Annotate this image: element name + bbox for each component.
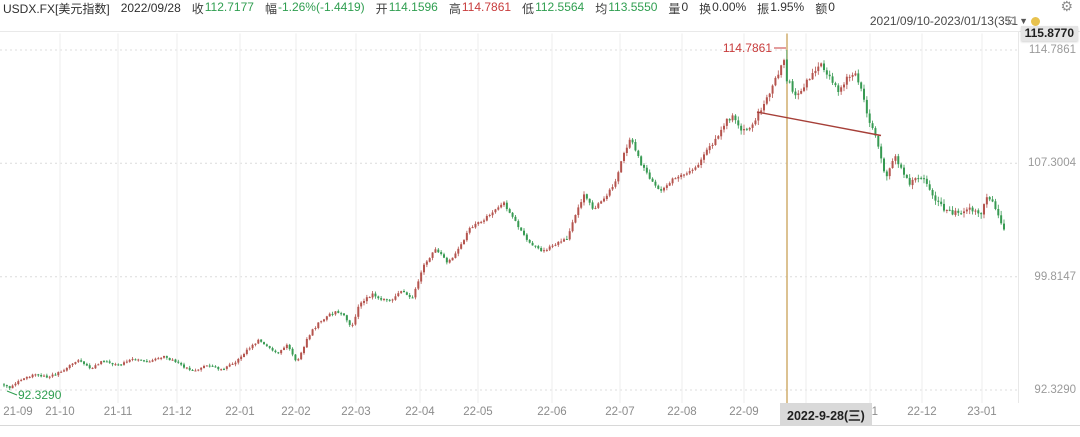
x-axis-tick: 22-06	[537, 406, 567, 418]
caret-down-icon[interactable]: ▼	[1019, 16, 1028, 26]
x-axis-tick: 22-12	[907, 406, 937, 418]
y-axis-label: 92.3290	[1034, 383, 1076, 396]
y-axis-edge-label: 115.8770	[1020, 26, 1078, 41]
gridlines	[0, 33, 1018, 403]
quote-field-高: 高 114.7861	[448, 0, 512, 16]
y-axis-label: 114.7861	[1028, 44, 1076, 56]
y-axis-label: 107.3004	[1028, 157, 1076, 170]
quote-date: 2022/09/28	[120, 1, 181, 15]
gear-icon[interactable]: ⚙	[1060, 0, 1073, 14]
quote-field-振: 振 1.95%	[757, 0, 805, 16]
x-axis-tick: 22-08	[667, 406, 697, 418]
y-axis-label: 99.8147	[1034, 270, 1076, 283]
x-axis-tick: 21-09	[3, 406, 33, 418]
trendline[interactable]	[756, 111, 882, 137]
x-axis-tick: 22-09	[729, 406, 759, 418]
bottom-divider	[0, 425, 1080, 426]
window-icon[interactable]: ⊡	[1006, 15, 1017, 27]
x-axis-tick: 23-01	[967, 406, 997, 418]
x-axis-tick: 22-05	[463, 406, 493, 418]
chart-top-border	[0, 31, 1080, 32]
high-annotation: 114.7861	[722, 41, 772, 55]
lock-icon[interactable]	[1031, 17, 1040, 26]
symbol-label: USDX.FX[美元指数]	[3, 1, 110, 16]
x-axis-tick: 22-07	[605, 406, 635, 418]
quote-field-换: 换 0.00%	[699, 0, 747, 16]
selected-date-label: 2022-9-28(三)	[780, 403, 872, 426]
low-annotation: 92.3290	[18, 388, 62, 402]
toolbar-icons: ⊡ ▼	[1007, 16, 1040, 27]
low-pointer-line	[6, 390, 18, 396]
x-axis-tick: 22-01	[225, 406, 255, 418]
quote-field-幅: 幅 -1.26%(-1.4419)	[264, 0, 365, 16]
x-axis-tick: 21-11	[103, 406, 133, 418]
x-axis-tick: 11	[866, 406, 878, 418]
x-axis-tick: 21-12	[162, 406, 192, 418]
date-range-label: 2021/09/10-2023/01/13(351	[869, 14, 1018, 28]
x-axis-tick: 21-10	[45, 406, 75, 418]
quote-bar: USDX.FX[美元指数] 2022/09/28 收 112.7177 幅 -1.26…	[3, 0, 835, 16]
x-axis-tick: 22-02	[281, 406, 311, 418]
x-axis-tick: 22-03	[341, 406, 371, 418]
quote-field-低: 低 112.5564	[522, 0, 585, 16]
y-axis-line	[1018, 32, 1019, 403]
quote-field-收: 收 112.7177	[191, 0, 254, 16]
x-axis-tick: 22-04	[405, 406, 435, 418]
candles	[3, 50, 1005, 390]
quote-field-均: 均 113.5550	[595, 0, 658, 16]
quote-fields: 收 112.7177 幅 -1.26%(-1.4419) 开 114.1596 高 114.7…	[192, 0, 835, 17]
quote-field-开: 开 114.1596	[375, 0, 438, 16]
